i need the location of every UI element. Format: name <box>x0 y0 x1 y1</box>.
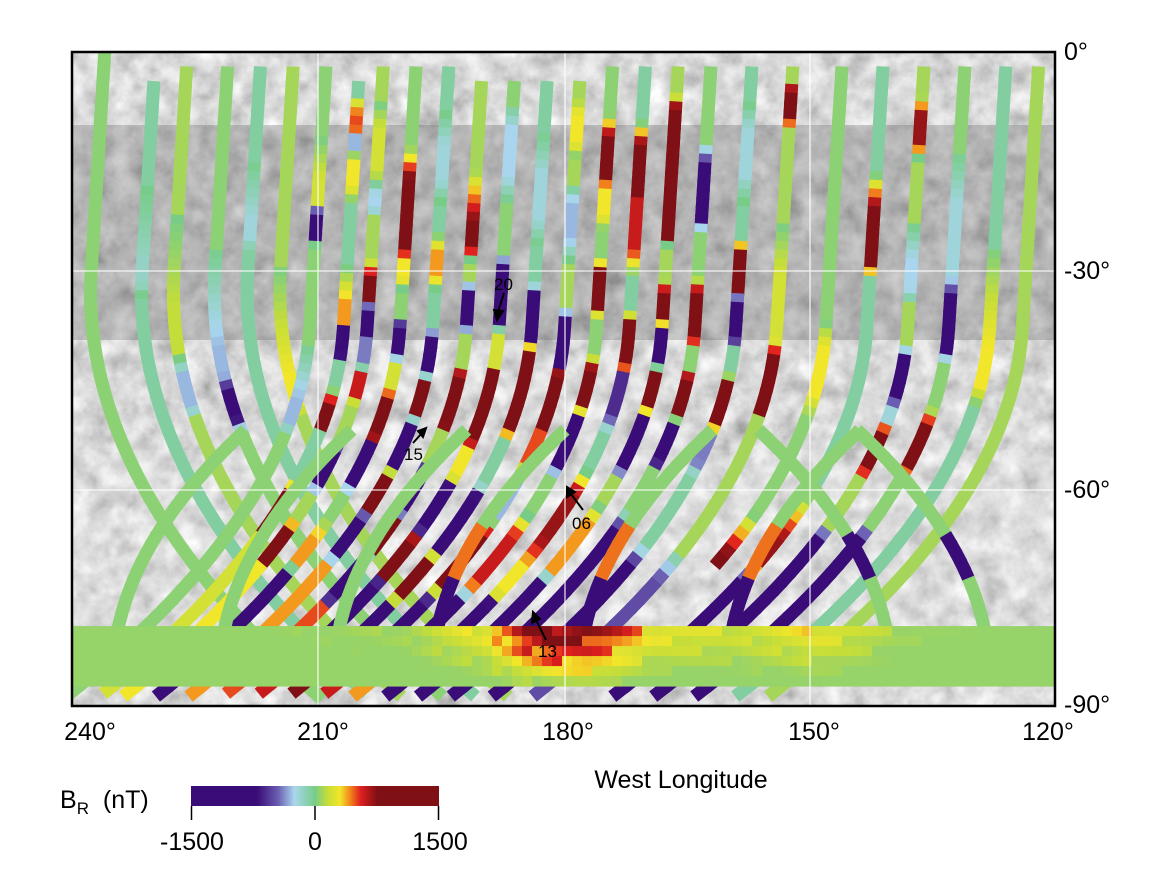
ground-track <box>348 66 620 702</box>
colorbar-unit: (nT) <box>102 786 149 814</box>
x-tick-120: 120° <box>1022 718 1074 746</box>
x-tick-240: 240° <box>64 718 116 746</box>
colorbar-title: BR (nT) <box>60 786 149 819</box>
y-tick-minus90: -90° <box>1064 691 1111 719</box>
plot-frame <box>70 50 1057 708</box>
annotation-orbit-20: 20 <box>494 275 513 294</box>
annotation-arrows <box>412 292 584 641</box>
annotation-orbit-15: 15 <box>404 445 423 464</box>
y-tick-minus30: -30° <box>1064 257 1111 285</box>
x-axis-title: West Longitude <box>594 766 768 794</box>
ground-track <box>731 66 1013 702</box>
arrow-13 <box>535 619 547 641</box>
ground-track <box>709 66 849 570</box>
colorbar-tick-min: -1500 <box>160 828 224 856</box>
y-tick-minus60: -60° <box>1064 476 1111 504</box>
ground-track <box>184 66 456 702</box>
gridlines <box>72 52 1055 706</box>
ground-track <box>413 66 685 702</box>
x-tick-150: 150° <box>788 718 840 746</box>
arrowhead-15 <box>416 426 428 440</box>
colorbar-tick-max: 1500 <box>412 828 468 856</box>
colorbar-ticks <box>190 806 440 820</box>
arrow-20 <box>497 292 505 313</box>
arrow-06 <box>570 493 584 511</box>
ground-track <box>287 80 554 699</box>
colorbar-title-main: B <box>60 786 77 814</box>
x-tick-180: 180° <box>542 718 594 746</box>
colorbar-title-sub: R <box>76 799 89 818</box>
ground-track <box>528 66 800 702</box>
annotation-orbit-06: 06 <box>572 514 591 533</box>
ground-track <box>119 66 390 702</box>
plot-area <box>72 52 1055 706</box>
colorbar-tick-mid: 0 <box>308 828 322 856</box>
colorbar <box>191 786 439 806</box>
arrowhead-13 <box>530 609 542 625</box>
x-tick-210: 210° <box>297 718 349 746</box>
arrowhead-20 <box>492 308 505 323</box>
annotation-orbit-13: 13 <box>538 642 557 661</box>
south-polar-band <box>72 626 1055 687</box>
y-tick-0: 0° <box>1064 38 1088 66</box>
arrowhead-06 <box>566 485 577 499</box>
